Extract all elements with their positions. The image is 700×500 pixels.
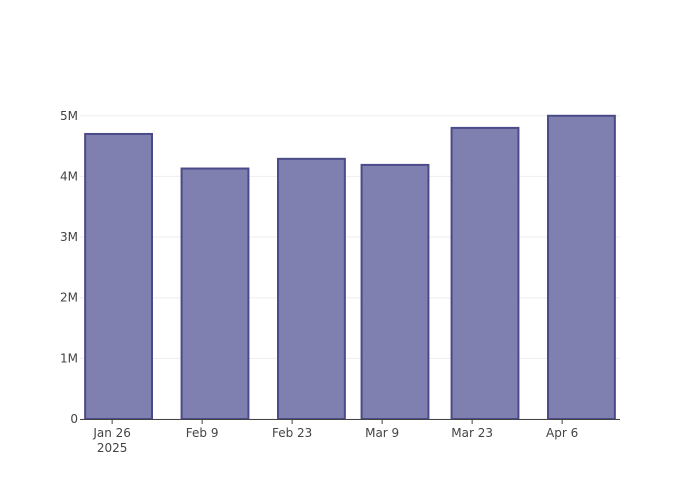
bar: [84, 132, 153, 420]
x-tick-label: Mar 23: [451, 426, 493, 440]
x-tick-label: Mar 9: [365, 426, 399, 440]
x-tick-label: Feb 23: [272, 426, 312, 440]
x-tick-label-line: Mar 23: [451, 426, 493, 440]
bar: [180, 167, 250, 420]
y-tick-label: 1M: [60, 351, 78, 365]
bar: [360, 163, 430, 420]
x-tick-label: Apr 6: [546, 426, 578, 440]
x-tick-label-line: Feb 23: [272, 426, 312, 440]
x-tick-label: Jan 26 2025: [92, 426, 131, 455]
y-tick-label: 5M: [60, 109, 78, 123]
x-tick-label-line: Jan 26: [92, 426, 131, 440]
x-tick-label-line: Mar 9: [365, 426, 399, 440]
y-tick-label: 3M: [60, 230, 78, 244]
bar: [547, 114, 616, 420]
x-tick-label-line: 2025: [97, 441, 128, 455]
y-tick-label: 0: [70, 412, 78, 426]
y-tick-label: 2M: [60, 291, 78, 305]
x-tick-label-line: Feb 9: [186, 426, 219, 440]
y-tick-label: 4M: [60, 169, 78, 183]
x-tick-label: Feb 9: [186, 426, 219, 440]
bar: [277, 157, 346, 420]
bar: [450, 126, 520, 420]
x-tick-label-line: Apr 6: [546, 426, 578, 440]
